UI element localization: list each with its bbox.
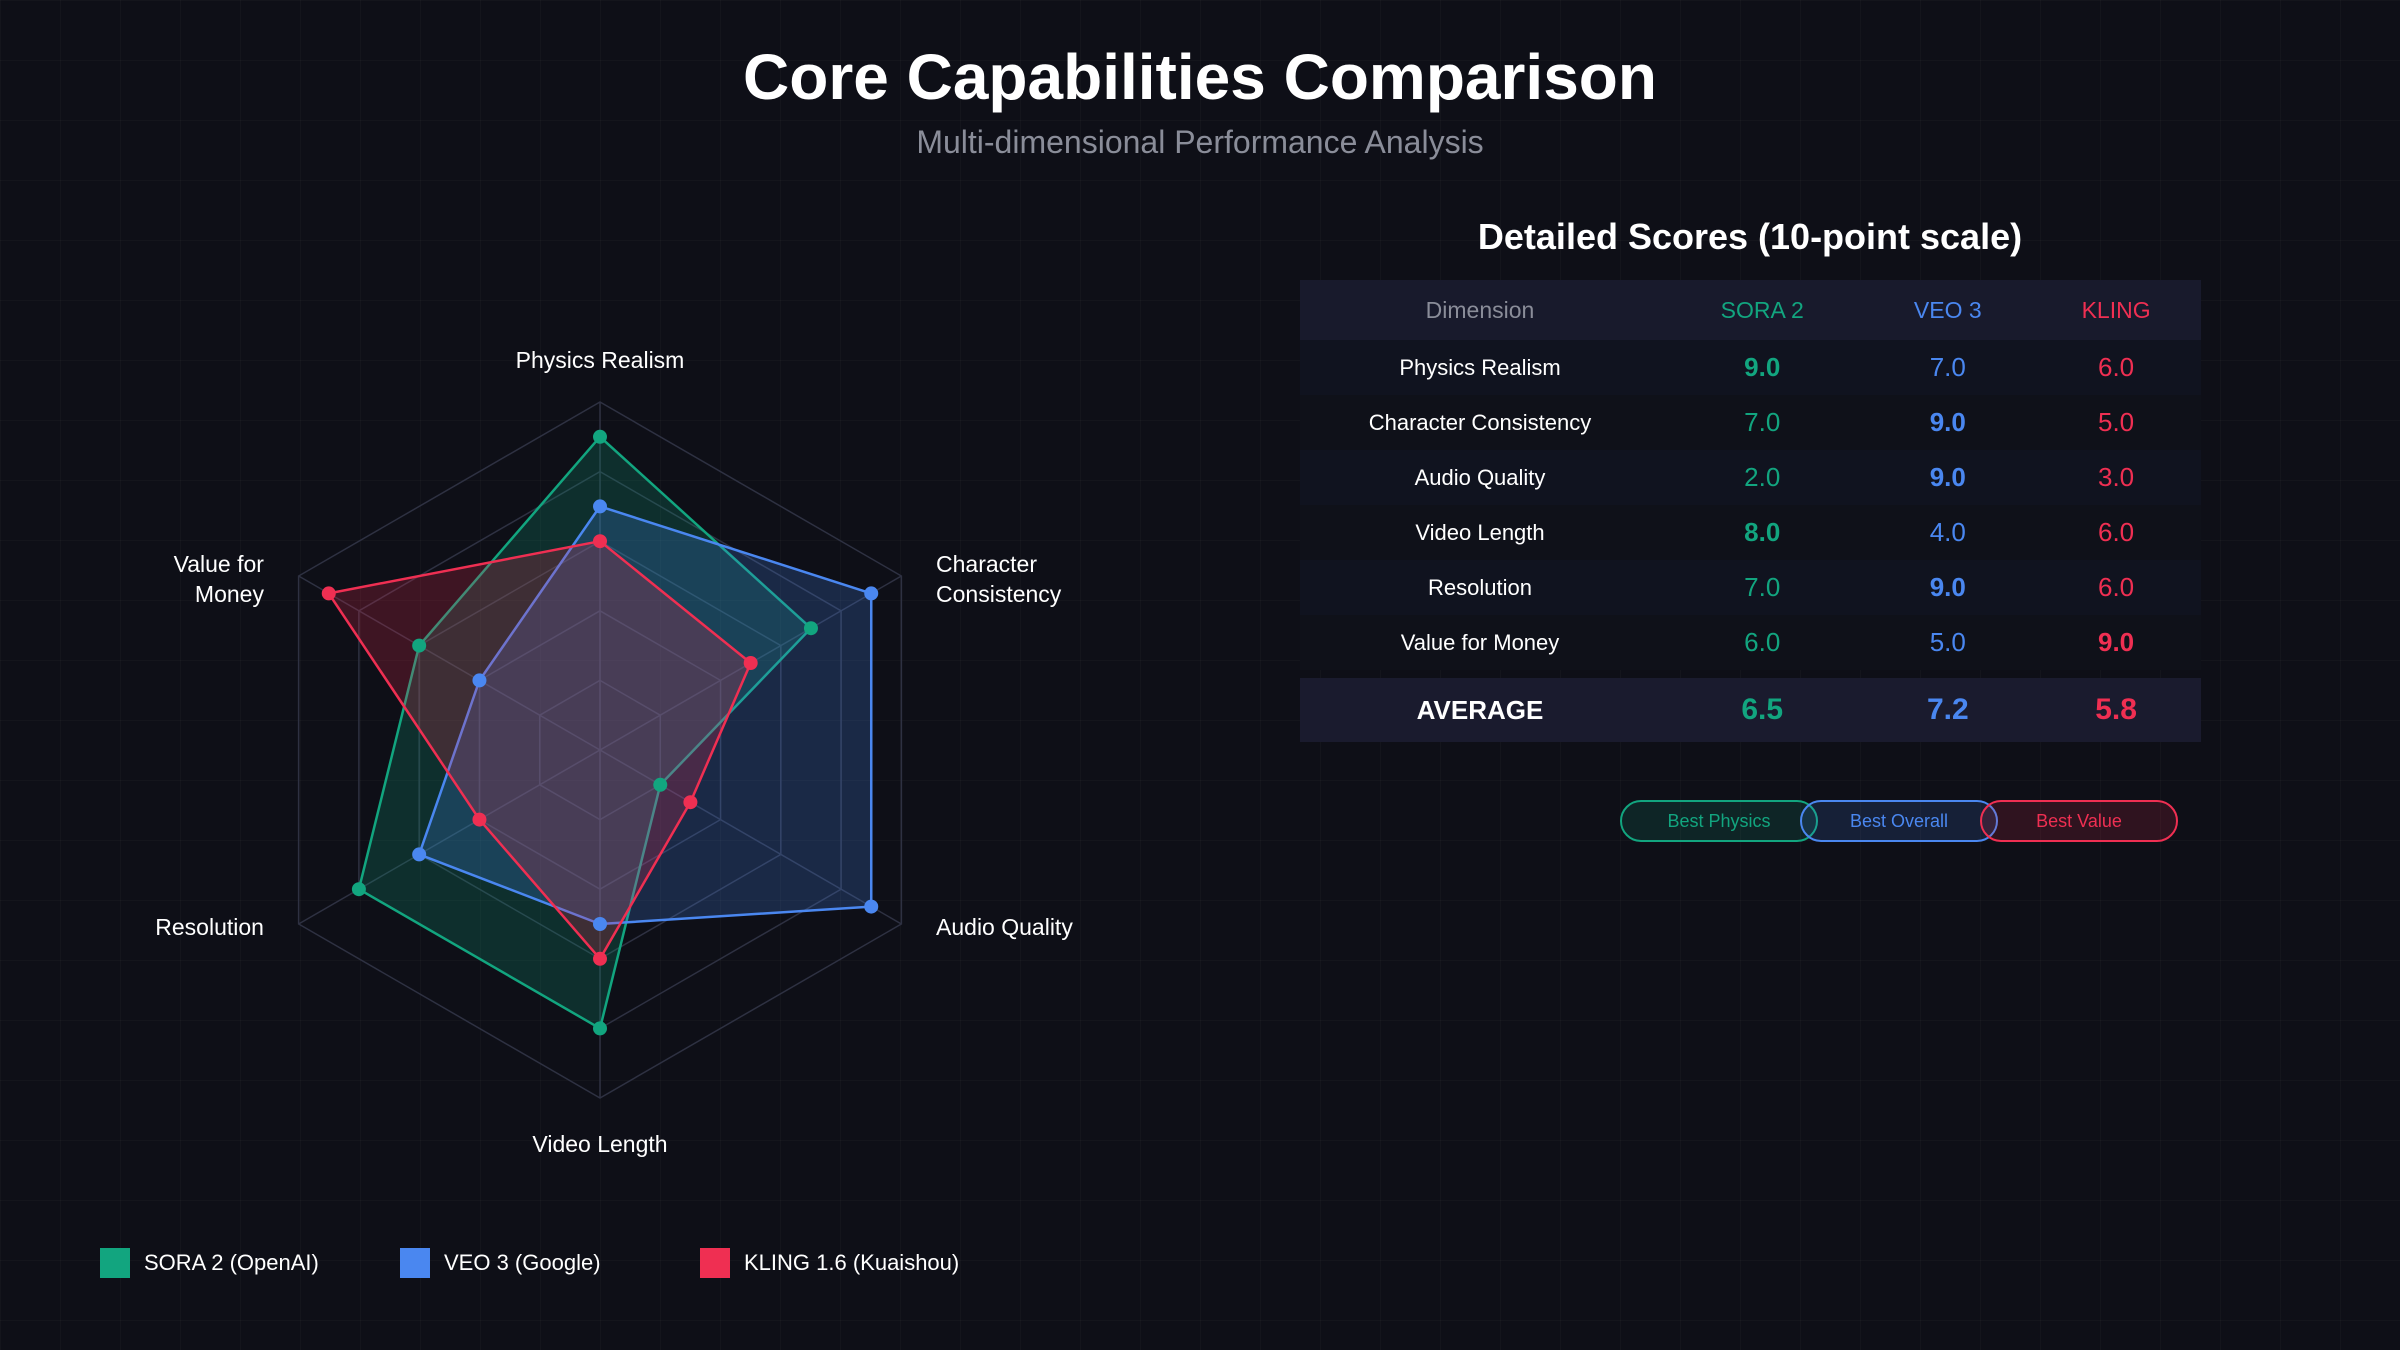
header-sora: SORA 2: [1720, 296, 1804, 323]
row-dimension: Character Consistency: [1368, 409, 1592, 435]
grid-spoke: [298, 749, 601, 925]
table-row: Audio Quality 2.0 9.0 3.0: [1300, 450, 2201, 505]
data-point: [593, 429, 607, 444]
row-dimension: Resolution: [1428, 574, 1532, 600]
data-point: [472, 673, 487, 688]
score-sora: 8.0: [1744, 517, 1781, 547]
legend-item-veo: VEO 3 (Google): [400, 1248, 601, 1278]
data-point: [864, 899, 879, 914]
legend-label-sora: SORA 2 (OpenAI): [144, 1250, 319, 1275]
axis-label-physics: Physics Realism: [516, 347, 685, 373]
axis-label-resolution: Resolution: [155, 914, 264, 940]
scores-table: Dimension SORA 2 VEO 3 KLING Physics Rea…: [1300, 280, 2201, 742]
badge-best-physics: Best Physics: [1620, 800, 1818, 842]
score-sora: 9.0: [1744, 352, 1781, 382]
average-label: AVERAGE: [1416, 694, 1544, 725]
axis-label-length: Video Length: [532, 1131, 667, 1157]
table-row: Physics Realism 9.0 7.0 6.0: [1300, 340, 2201, 395]
header-veo: VEO 3: [1913, 296, 1982, 323]
data-point: [351, 882, 366, 897]
page-subtitle: Multi-dimensional Performance Analysis: [916, 124, 1484, 160]
data-point: [743, 656, 758, 670]
table-row: Character Consistency 7.0 9.0 5.0: [1300, 395, 2201, 450]
score-veo: 9.0: [1929, 572, 1966, 602]
page-title: Core Capabilities Comparison: [743, 41, 1657, 113]
axis-label-audio: Audio Quality: [936, 914, 1073, 940]
score-veo: 7.0: [1929, 352, 1966, 382]
score-sora: 7.0: [1744, 407, 1781, 437]
legend-label-kling: KLING 1.6 (Kuaishou): [744, 1250, 960, 1275]
table-row: Resolution 7.0 9.0 6.0: [1300, 560, 2201, 615]
badge-best-value: Best Value: [1980, 800, 2178, 842]
table-row: Video Length 8.0 4.0 6.0: [1300, 505, 2201, 560]
data-point: [321, 586, 336, 601]
score-veo: 4.0: [1929, 517, 1966, 547]
row-dimension: Physics Realism: [1399, 354, 1561, 380]
average-sora: 6.5: [1741, 693, 1784, 726]
row-dimension: Video Length: [1415, 519, 1545, 545]
data-point: [593, 534, 607, 549]
average-row: AVERAGE 6.5 7.2 5.8: [1300, 678, 2201, 742]
score-kling: 6.0: [2098, 572, 2135, 602]
score-sora: 2.0: [1744, 462, 1781, 492]
legend-swatch-veo: [400, 1248, 430, 1278]
score-veo: 9.0: [1929, 462, 1966, 492]
axis-label-value: Value for Money: [174, 551, 265, 607]
data-point: [412, 638, 427, 653]
data-point: [472, 812, 487, 827]
score-kling: 6.0: [2098, 517, 2135, 547]
table-row: Value for Money 6.0 5.0 9.0: [1300, 615, 2201, 670]
legend-label-veo: VEO 3 (Google): [444, 1250, 601, 1275]
table-spacer: [1300, 670, 2201, 678]
score-kling: 5.0: [2098, 407, 2135, 437]
data-point: [864, 586, 879, 601]
score-kling: 3.0: [2098, 462, 2135, 492]
radar-chart: Physics Realism Character Consistency Audio…: [155, 347, 1073, 1157]
score-kling: 6.0: [2098, 352, 2135, 382]
legend-swatch-kling: [700, 1248, 730, 1278]
data-point: [593, 917, 607, 931]
row-dimension: Value for Money: [1400, 629, 1560, 655]
score-sora: 6.0: [1744, 627, 1781, 657]
table-header-row: Dimension SORA 2 VEO 3 KLING: [1300, 280, 2201, 340]
legend-item-kling: KLING 1.6 (Kuaishou): [700, 1248, 959, 1278]
data-point: [803, 621, 818, 636]
score-sora: 7.0: [1744, 572, 1781, 602]
data-point: [593, 499, 607, 514]
legend-item-sora: SORA 2 (OpenAI): [100, 1248, 319, 1278]
score-veo: 5.0: [1929, 627, 1966, 657]
data-point: [412, 847, 427, 862]
data-point: [593, 951, 607, 966]
legend-swatch-sora: [100, 1248, 130, 1278]
row-dimension: Audio Quality: [1414, 464, 1546, 490]
score-kling: 9.0: [2098, 627, 2135, 657]
average-veo: 7.2: [1926, 693, 1969, 726]
grid-spoke: [599, 749, 902, 925]
axis-label-character: Character Consistency: [936, 551, 1062, 607]
table-title: Detailed Scores (10-point scale): [1477, 216, 2023, 257]
data-point: [593, 1021, 607, 1036]
data-point: [653, 777, 668, 792]
data-point: [683, 795, 698, 810]
header-dimension: Dimension: [1425, 296, 1535, 323]
average-kling: 5.8: [2095, 693, 2137, 726]
header-kling: KLING: [2081, 296, 2151, 323]
grid-spoke: [298, 575, 601, 751]
score-veo: 9.0: [1929, 407, 1966, 437]
badge-best-overall: Best Overall: [1800, 800, 1998, 842]
